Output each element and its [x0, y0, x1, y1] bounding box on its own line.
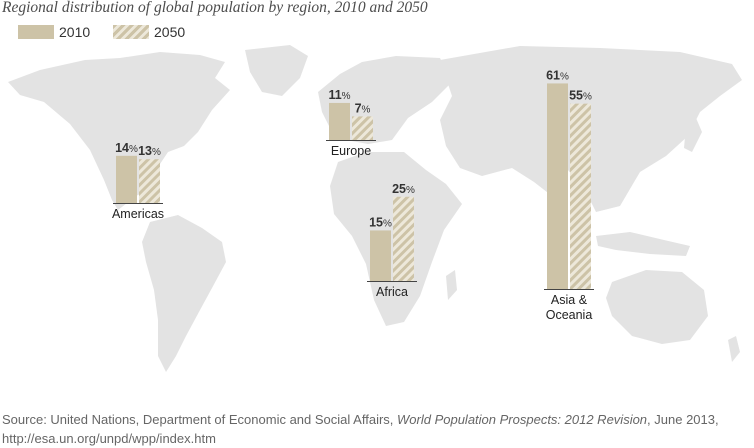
source-prefix: Source: United Nations, Department of Ec… [2, 412, 398, 427]
source-work: World Population Prospects: 2012 Revisio… [397, 412, 648, 427]
map-greenland [245, 45, 308, 96]
legend-swatch-2010 [18, 25, 54, 39]
bar-asia-oceania-2010 [547, 83, 568, 290]
chart-title: Regional distribution of global populati… [2, 0, 428, 16]
bar-americas-2010 [116, 155, 137, 203]
category-label-americas: Americas [112, 207, 164, 221]
category-label-europe: Europe [331, 144, 371, 158]
value-label-africa-2010: 15% [369, 215, 392, 229]
bar-group-americas: 14% 13% Americas [112, 141, 164, 221]
legend-swatch-2050 [113, 25, 149, 39]
map-north-america [8, 52, 230, 210]
bar-americas-2050 [139, 159, 160, 203]
value-label-europe-2050: 7% [355, 101, 371, 115]
value-label-americas-2010: 14% [115, 141, 138, 155]
map-europe [318, 56, 452, 144]
bar-africa-2010 [370, 230, 391, 281]
bar-asia-oceania-2050 [570, 103, 591, 290]
bars-layer: 14% 13% Americas 11% 7% Europe 15% 25% Africa 61%… [112, 68, 594, 322]
legend-label-2050: 2050 [154, 24, 186, 40]
bar-group-europe: 11% 7% Europe [326, 88, 376, 158]
legend-label-2010: 2010 [59, 24, 91, 40]
category-label-africa: Africa [376, 285, 408, 299]
value-label-asia-oceania-2010: 61% [546, 68, 569, 82]
value-label-europe-2010: 11% [328, 88, 350, 102]
bar-group-asia-oceania: 61%55% Asia & Oceania [544, 68, 594, 322]
source-suffix: , June 2013, [647, 412, 719, 427]
legend-item-2050: 2050 [113, 24, 185, 40]
source-note: Source: United Nations, Department of Ec… [2, 410, 719, 448]
source-url: http://esa.un.org/unpd/wpp/index.htm [2, 431, 216, 446]
map-indonesia [596, 232, 690, 256]
category-label-asia-oceania: Asia & Oceania [546, 293, 593, 322]
bar-africa-2050 [393, 196, 414, 281]
map-japan [684, 118, 702, 152]
legend-item-2010: 2010 [18, 24, 90, 40]
map-australia [606, 270, 708, 344]
bar-europe-2050 [352, 116, 373, 140]
bar-group-africa: 15% 25% Africa [367, 182, 417, 299]
map-new-zealand [728, 336, 740, 362]
value-label-africa-2050: 25% [392, 182, 415, 196]
value-label-americas-2050: 13% [138, 144, 161, 158]
map-south-america [142, 215, 226, 372]
map-madagascar [446, 270, 457, 300]
bar-europe-2010 [329, 102, 350, 140]
value-label-asia-oceania-2050: 55% [569, 89, 592, 103]
